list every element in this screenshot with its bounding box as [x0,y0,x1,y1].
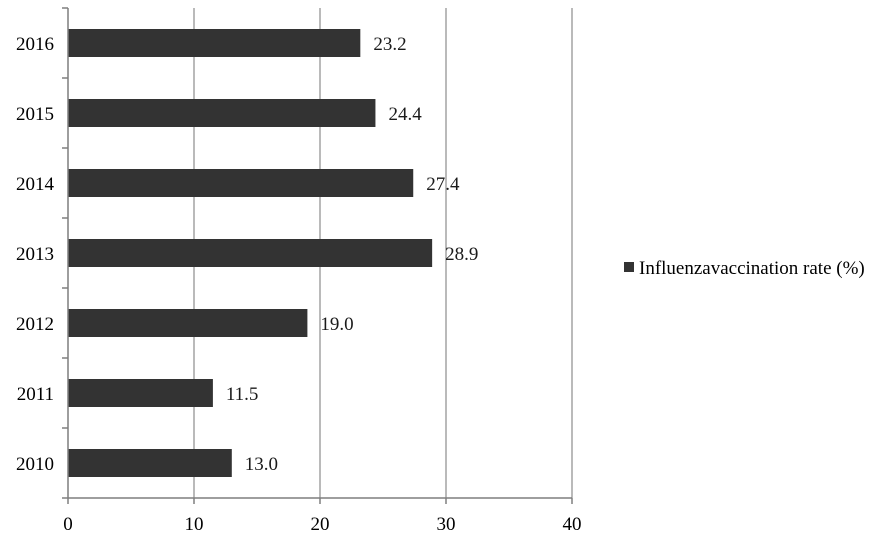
y-tick-label: 2011 [17,384,54,405]
y-tick-label: 2013 [16,244,54,265]
bar [68,449,232,477]
data-label: 28.9 [445,244,478,265]
data-label: 23.2 [373,34,406,55]
bar [68,29,361,57]
data-label: 13.0 [245,454,278,475]
x-tick-label: 0 [63,514,73,534]
bar [68,169,414,197]
axes [62,7,573,504]
data-label: 19.0 [320,314,353,335]
bars [68,29,433,477]
data-labels: 23.2 24.4 27.4 28.9 19.0 11.5 13.0 [226,34,478,475]
bar [68,309,308,337]
y-tick-label: 2015 [16,104,54,125]
x-tick-label: 10 [185,514,204,534]
x-tick-labels: 0 10 20 30 40 [63,514,581,534]
y-tick-label: 2010 [16,454,54,475]
legend-swatch [624,262,634,272]
x-tick-label: 40 [563,514,582,534]
y-tick-label: 2016 [16,34,54,55]
bar [68,99,376,127]
y-tick-labels: 2016 2015 2014 2013 2012 2011 2010 [16,34,55,475]
legend-label: Influenzavaccination rate (%) [639,258,865,279]
data-label: 24.4 [388,104,422,125]
legend: Influenzavaccination rate (%) [624,258,865,279]
y-tick-label: 2014 [16,174,55,195]
bar [68,239,433,267]
x-tick-label: 30 [437,514,456,534]
bar [68,379,213,407]
data-label: 11.5 [226,384,259,405]
x-tick-label: 20 [311,514,330,534]
y-tick-label: 2012 [16,314,54,335]
data-label: 27.4 [426,174,460,195]
